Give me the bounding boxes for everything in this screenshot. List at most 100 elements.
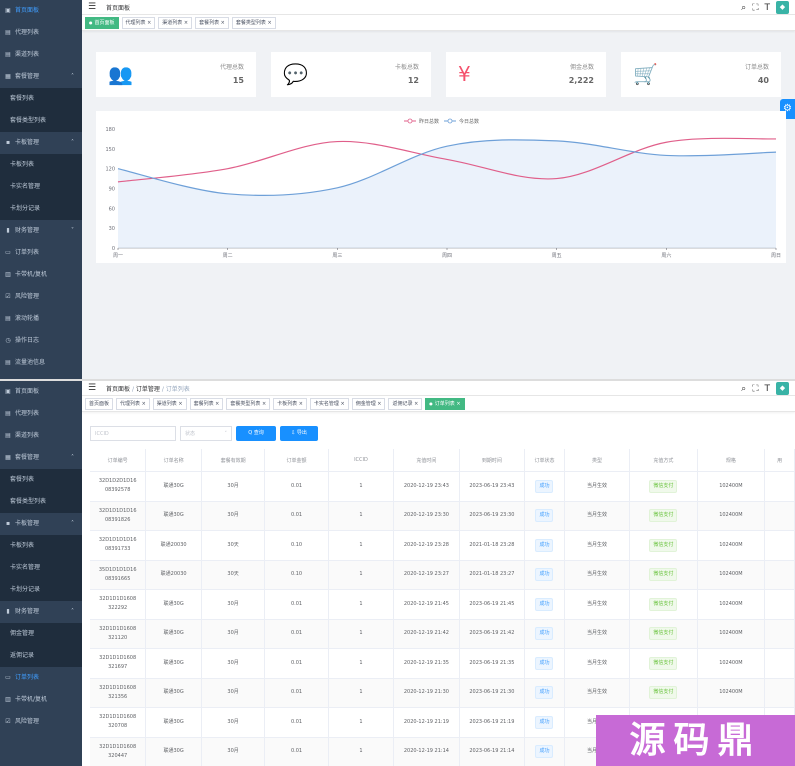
search-icon[interactable]: ⌕ — [741, 2, 747, 13]
sidebar-item[interactable]: 返佣记录 — [0, 645, 82, 667]
sidebar-item[interactable]: 卡板列表 — [0, 535, 82, 557]
sidebar-item[interactable]: ▤ 流量池信息 — [0, 352, 82, 374]
tag-item[interactable]: 卡实名管理 × — [309, 398, 349, 410]
table-row[interactable]: 32D1D2D1D16 08392578 联通30G 30月 0.01 1 2020-12… — [90, 471, 795, 502]
tag-item[interactable]: 佣金管理 × — [351, 398, 386, 410]
sidebar-item-label: 套餐管理 — [15, 73, 40, 80]
tag-item[interactable]: 代理列表 × — [121, 17, 156, 29]
tag-item[interactable]: 首页面板 — [85, 17, 119, 29]
tag-item[interactable]: 首页面板 — [85, 398, 114, 410]
sidebar-item[interactable]: ▣ 首页面板 — [0, 381, 82, 403]
series-area-今日总数 — [118, 139, 776, 248]
sidebar-item[interactable]: 套餐类型列表 — [0, 491, 82, 513]
legend-label: 昨日总数 — [419, 118, 439, 125]
sidebar-item[interactable]: ▪ 卡板管理 ˄ — [0, 132, 82, 154]
sidebar-item[interactable]: ▦ 套餐管理 ˄ — [0, 66, 82, 88]
sidebar-item[interactable]: ◷ 操作日志 — [0, 330, 82, 352]
tag-item[interactable]: 渠道列表 × — [152, 398, 187, 410]
sidebar-item[interactable]: 套餐列表 — [0, 88, 82, 110]
table-cell: 成功 — [524, 648, 565, 679]
sidebar-item[interactable]: ▥ 卡带机/复机 — [0, 264, 82, 286]
query-button[interactable]: Q 查询 — [236, 426, 276, 441]
tag-item[interactable]: 套餐类型列表 × — [231, 17, 276, 29]
table-cell: 0.01 — [264, 737, 329, 766]
table-cell — [764, 501, 795, 531]
table-cell: 32D1D2D1D16 08392578 — [90, 471, 147, 502]
breadcrumb-item[interactable]: 首页面板 — [106, 386, 131, 393]
column-header: 订单名称 — [145, 449, 202, 472]
tag-item[interactable]: 套餐列表 × — [195, 17, 229, 29]
fullscreen-icon[interactable]: ⛶ — [752, 383, 759, 394]
sidebar-item[interactable]: 卡划分记录 — [0, 198, 82, 220]
sidebar-item-label: 操作日志 — [15, 337, 40, 344]
sidebar-item-label: 首页面板 — [15, 388, 40, 395]
tag-item[interactable]: 套餐列表 × — [189, 398, 224, 410]
tag-item[interactable]: 套餐类型列表 × — [226, 398, 271, 410]
sidebar-item[interactable]: ▦ 套餐管理 ˄ — [0, 447, 82, 469]
sidebar-item[interactable]: ▤ 代理列表 — [0, 403, 82, 425]
stat-card[interactable]: 🛒 订单总数 40 — [621, 52, 781, 97]
sidebar-item[interactable]: ▮ 财务管理 ˅ — [0, 220, 82, 242]
font-size-icon[interactable]: T — [764, 383, 771, 394]
sidebar-item[interactable]: 套餐列表 — [0, 469, 82, 491]
stat-card-value: 40 — [757, 76, 769, 85]
sidebar-item[interactable]: 卡板列表 — [0, 154, 82, 176]
sidebar-item[interactable]: 卡划分记录 — [0, 579, 82, 601]
sidebar-item[interactable]: ▥ 卡带机/复机 — [0, 689, 82, 711]
tag-item[interactable]: 渠道列表 × — [158, 17, 193, 29]
hamburger-icon[interactable]: ☰ — [88, 2, 97, 12]
sidebar-item[interactable]: ▤ 滚动轮播 — [0, 308, 82, 330]
table-row[interactable]: 32D1D1D1608 321356 联通30G 30月 0.01 1 2020-12-1… — [90, 678, 795, 708]
sidebar-item[interactable]: 卡实名管理 — [0, 176, 82, 198]
tags-view: 首页面板 代理列表 × 渠道列表 × 套餐列表 × 套餐类型列表 × 卡板列表 × 卡实名管… — [82, 396, 795, 412]
table-row[interactable]: 32D1D1D1D16 08391826 联通30G 30月 0.01 1 2020-12… — [90, 501, 795, 531]
hamburger-icon[interactable]: ☰ — [88, 383, 97, 393]
table-cell: 微信支付 — [629, 501, 698, 531]
fullscreen-icon[interactable]: ⛶ — [752, 2, 759, 13]
agent-icon: ▤ — [5, 29, 11, 36]
table-cell: 2020-12-19 21:30 — [393, 678, 460, 708]
table-row[interactable]: 32D1D1D1608 321697 联通30G 30月 0.01 1 2020-12-1… — [90, 648, 795, 679]
sidebar-item[interactable]: 佣金管理 — [0, 623, 82, 645]
sidebar-item-label: 卡板管理 — [15, 139, 40, 146]
sidebar-item[interactable]: ☑ 风险管理 — [0, 711, 82, 733]
table-row[interactable]: 32D1D1D1608 321120 联通30G 30月 0.01 1 2020-12-1… — [90, 619, 795, 649]
table-row[interactable]: 32D1D1D1D16 08391733 联通20030 30天 0.10 1 2020-… — [90, 530, 795, 561]
status-badge: 成功 — [535, 656, 554, 670]
table-cell: 成功 — [524, 619, 565, 649]
stat-card[interactable]: ¥ 佣金总数 2,222 — [446, 52, 606, 97]
font-size-icon[interactable]: T — [764, 2, 771, 13]
avatar[interactable]: ◆ — [776, 382, 789, 395]
avatar[interactable]: ◆ — [776, 1, 789, 14]
sidebar-item[interactable]: ▪ 卡板管理 ˄ — [0, 513, 82, 535]
sidebar-item[interactable]: ▮ 财务管理 ˄ — [0, 601, 82, 623]
iccid-input[interactable]: ICCID — [90, 426, 176, 441]
table-row[interactable]: 35D1D1D1D16 08391665 联通20030 30天 0.10 1 2020-… — [90, 560, 795, 590]
sidebar-item[interactable]: ▭ 订单列表 — [0, 242, 82, 264]
sidebar-item[interactable]: 卡实名管理 — [0, 557, 82, 579]
sidebar-item[interactable]: ▤ 渠道列表 — [0, 44, 82, 66]
y-tick-label: 90 — [109, 187, 115, 193]
stat-card[interactable]: 💬 卡板总数 12 — [271, 52, 431, 97]
tag-item[interactable]: 卡板列表 × — [273, 398, 307, 410]
finance-icon: ▮ — [6, 227, 10, 234]
x-tick-label: 周一 — [113, 253, 123, 259]
sidebar-item[interactable]: ▤ 代理列表 — [0, 22, 82, 44]
table-row[interactable]: 32D1D1D1608 320708 联通30G 30月 0.01 1 2020-12-1… — [90, 707, 795, 738]
export-button[interactable]: ⇩ 导出 — [280, 426, 318, 441]
sidebar-item[interactable]: 套餐类型列表 — [0, 110, 82, 132]
sidebar-item[interactable]: ▤ 渠道列表 — [0, 425, 82, 447]
stat-card[interactable]: 👥 代理总数 15 — [96, 52, 256, 97]
table-row[interactable]: 32D1D1D1608 322292 联通30G 30月 0.01 1 2020-12-1… — [90, 589, 795, 620]
status-select[interactable]: 状态 ˅ — [180, 426, 232, 441]
tag-item[interactable]: 代理列表 × — [116, 398, 150, 410]
search-icon[interactable]: ⌕ — [741, 383, 747, 394]
sidebar-item[interactable]: ▣ 首页面板 — [0, 0, 82, 22]
tag-item[interactable]: 返佣记录 × — [388, 398, 423, 410]
table-cell: 微信支付 — [629, 560, 698, 590]
column-header: 用 — [764, 449, 795, 472]
tag-item[interactable]: 订单列表 × — [425, 398, 465, 410]
sidebar-item[interactable]: ▭ 订单列表 — [0, 667, 82, 689]
status-badge: 成功 — [535, 538, 554, 552]
sidebar-item[interactable]: ☑ 风险管理 — [0, 286, 82, 308]
